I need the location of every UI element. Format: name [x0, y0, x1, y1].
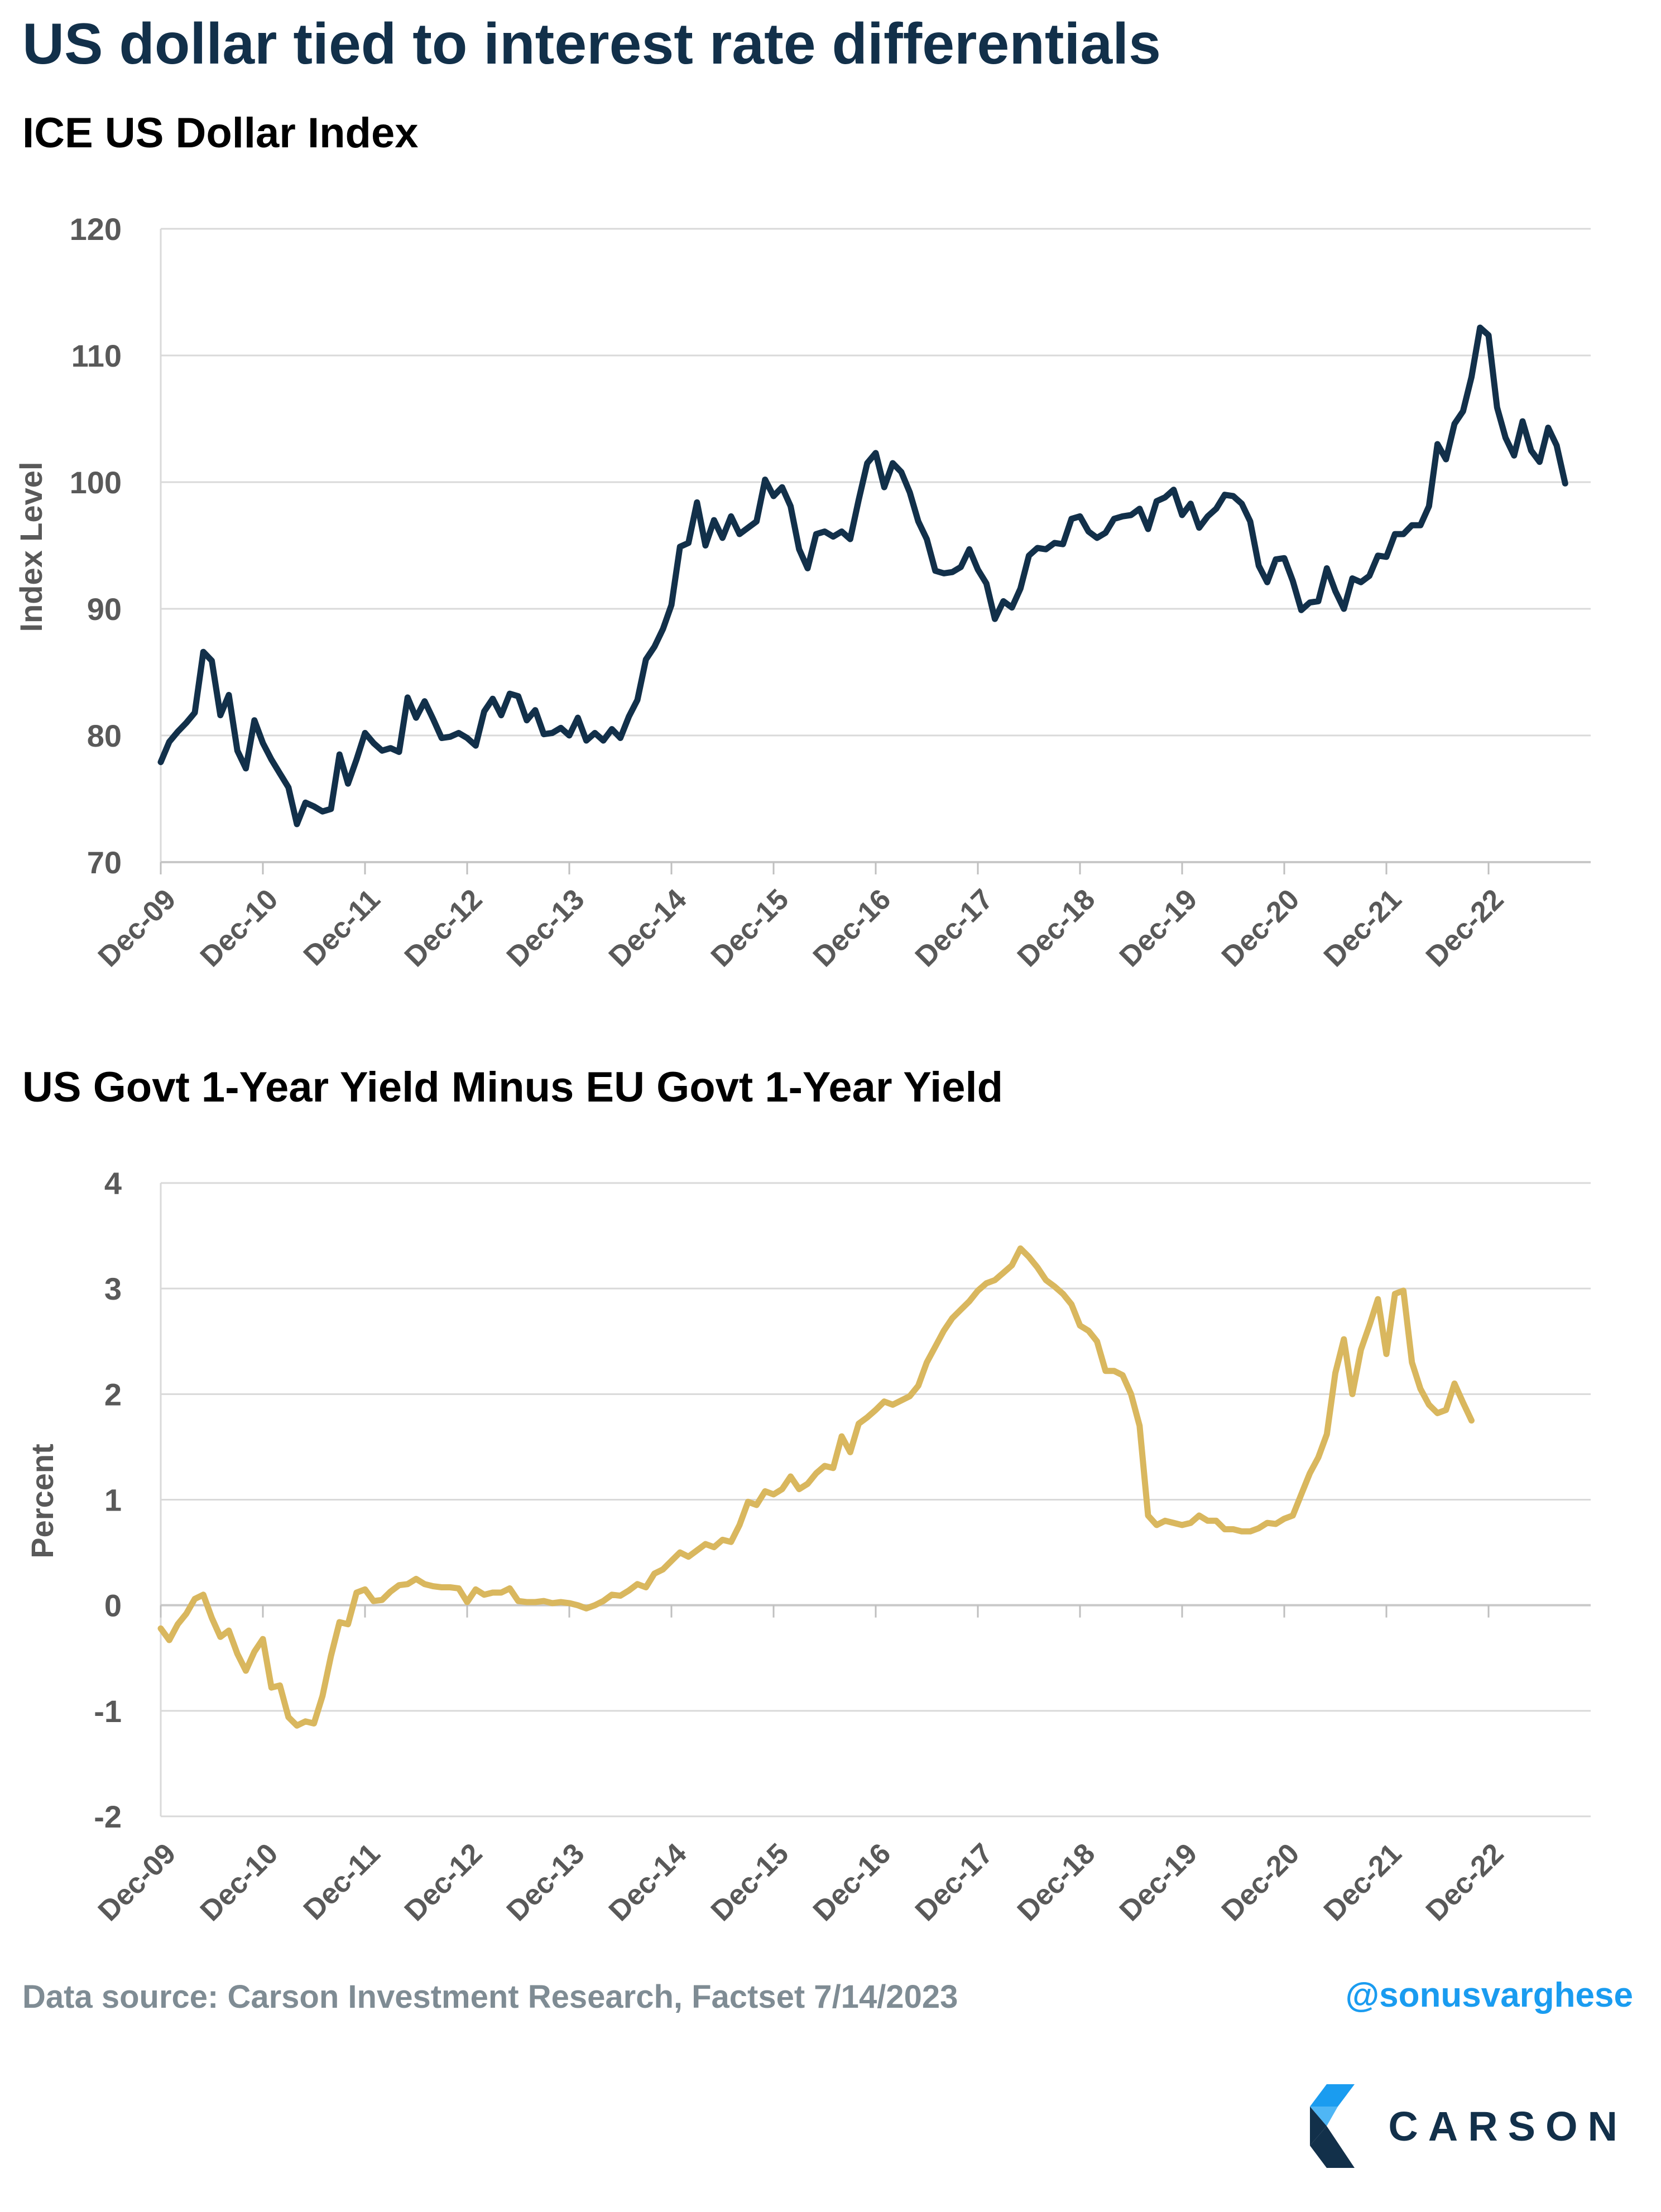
- dollar-index-chart: 70 80 90 100 110 120 Dec-09 Dec-10 Dec-11 Dec-12…: [13, 211, 1591, 973]
- x-tick-label: Dec-21: [1318, 1837, 1408, 1927]
- y-tick-label: -1: [94, 1694, 122, 1729]
- y-axis-title: Index Level: [13, 461, 49, 632]
- x-tick-label: Dec-17: [909, 1837, 1000, 1927]
- x-tick-label: Dec-17: [909, 883, 1000, 973]
- y-tick-labels: 70 80 90 100 110 120: [70, 211, 122, 880]
- y-tick-labels: -2 -1 0 1 2 3 4: [94, 1166, 122, 1834]
- chart-title-yield-spread: US Govt 1-Year Yield Minus EU Govt 1-Yea…: [22, 1064, 1004, 1111]
- x-tick-label: Dec-14: [603, 883, 693, 973]
- x-tick-label: Dec-13: [501, 883, 591, 973]
- x-tick-label: Dec-14: [603, 1837, 693, 1927]
- grid-lines: [160, 1182, 1591, 1817]
- y-tick-label: 70: [87, 845, 122, 880]
- carson-logo: CARSON: [1304, 2084, 1628, 2168]
- y-tick-label: 1: [104, 1483, 122, 1518]
- y-tick-label: 110: [71, 338, 122, 373]
- x-tick-label: Dec-15: [705, 883, 795, 973]
- series-lines: [157, 1245, 1475, 1729]
- y-tick-label: 120: [70, 211, 122, 247]
- x-tick-label: Dec-09: [92, 1837, 183, 1927]
- y-tick-label: 80: [87, 718, 122, 753]
- chart-title-dollar-index: ICE US Dollar Index: [22, 109, 419, 157]
- x-tick-label: Dec-12: [399, 1837, 489, 1927]
- x-tick-labels: Dec-09 Dec-10 Dec-11 Dec-12 Dec-13 Dec-14 Dec-…: [92, 1837, 1510, 1927]
- y-tick-label: 3: [104, 1271, 122, 1306]
- x-tick-label: Dec-13: [501, 1837, 591, 1927]
- x-tick-label: Dec-18: [1011, 1837, 1102, 1927]
- x-tick-label: Dec-16: [807, 1837, 897, 1927]
- page-title: US dollar tied to interest rate differen…: [22, 12, 1161, 76]
- x-tick-label: Dec-19: [1113, 883, 1204, 973]
- x-tick-label: Dec-10: [194, 1837, 285, 1927]
- x-tick-label: Dec-20: [1216, 1837, 1306, 1927]
- y-tick-label: 100: [70, 465, 122, 500]
- y-tick-label: 4: [104, 1166, 122, 1201]
- x-tick-label: Dec-12: [399, 883, 489, 973]
- x-tick-label: Dec-10: [194, 883, 285, 973]
- y-tick-label: 90: [87, 592, 122, 627]
- y-tick-label: -2: [94, 1799, 122, 1834]
- y-axis-title: Percent: [25, 1444, 60, 1558]
- x-tick-label: Dec-22: [1420, 883, 1510, 973]
- data-source-note: Data source: Carson Investment Research,…: [22, 1979, 958, 2015]
- x-tick-label: Dec-20: [1216, 883, 1306, 973]
- x-tick-label: Dec-11: [297, 883, 387, 972]
- social-handle-link[interactable]: @sonusvarghese: [1345, 1976, 1633, 2014]
- carson-logo-text: CARSON: [1388, 2103, 1628, 2150]
- x-tick-label: Dec-18: [1011, 883, 1102, 973]
- x-tick-label: Dec-16: [807, 883, 897, 973]
- x-tick-label: Dec-11: [297, 1837, 387, 1926]
- series-lines: [157, 324, 1568, 828]
- x-tick-label: Dec-09: [92, 883, 183, 973]
- x-tick-label: Dec-22: [1420, 1837, 1510, 1927]
- x-tick-labels: Dec-09 Dec-10 Dec-11 Dec-12 Dec-13 Dec-14 Dec-…: [92, 883, 1510, 973]
- y-tick-label: 0: [104, 1588, 122, 1623]
- grid-lines: [160, 228, 1591, 874]
- yield-spread-chart: -2 -1 0 1 2 3 4 Dec-09 Dec-10 Dec-11 Dec-12 Dec-13…: [25, 1166, 1591, 1927]
- carson-logo-icon: [1310, 2084, 1355, 2168]
- series-line: [157, 324, 1568, 828]
- series-line: [157, 1245, 1475, 1729]
- y-tick-label: 2: [104, 1377, 122, 1412]
- x-tick-label: Dec-21: [1318, 883, 1408, 973]
- x-tick-label: Dec-19: [1113, 1837, 1204, 1927]
- x-tick-label: Dec-15: [705, 1837, 795, 1927]
